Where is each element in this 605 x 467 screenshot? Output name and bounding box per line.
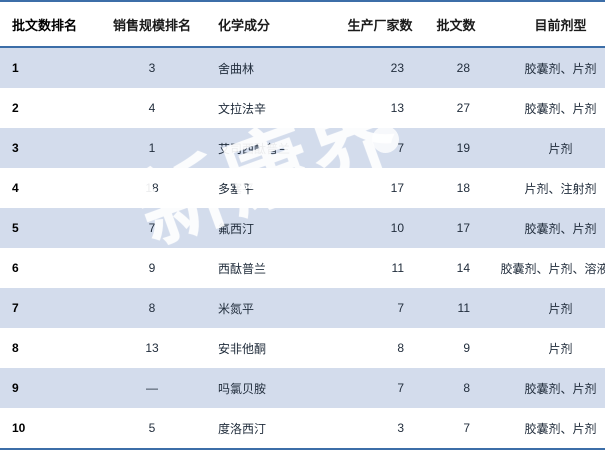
cell-dosage-form: 片剂 xyxy=(486,288,605,328)
table-row: 4 18 多塞平 17 18 片剂、注射剂 xyxy=(0,168,605,208)
cell-sales-rank: 9 xyxy=(104,248,200,288)
cell-dosage-form: 片剂 xyxy=(486,328,605,368)
cell-sales-rank: 18 xyxy=(104,168,200,208)
cell-approval-rank: 1 xyxy=(0,47,104,88)
table-row: 7 8 米氮平 7 11 片剂 xyxy=(0,288,605,328)
cell-chemical: 安非他酮 xyxy=(200,328,334,368)
cell-sales-rank: 3 xyxy=(104,47,200,88)
cell-sales-rank: 1 xyxy=(104,128,200,168)
cell-approvals: 27 xyxy=(426,88,486,128)
cell-approval-rank: 3 xyxy=(0,128,104,168)
cell-approval-rank: 10 xyxy=(0,408,104,450)
cell-chemical: 文拉法辛 xyxy=(200,88,334,128)
cell-manufacturers: 7 xyxy=(334,368,426,408)
cell-manufacturers: 7 xyxy=(334,288,426,328)
cell-manufacturers: 10 xyxy=(334,208,426,248)
cell-sales-rank: 8 xyxy=(104,288,200,328)
cell-dosage-form: 胶囊剂、片剂 xyxy=(486,368,605,408)
cell-approval-rank: 4 xyxy=(0,168,104,208)
cell-chemical: 西酞普兰 xyxy=(200,248,334,288)
column-header-chemical: 化学成分 xyxy=(200,0,334,48)
column-header-dosage-form: 目前剂型 xyxy=(486,0,605,48)
cell-manufacturers: 3 xyxy=(334,408,426,450)
cell-sales-rank: — xyxy=(104,368,200,408)
table-row: 6 9 西酞普兰 11 14 胶囊剂、片剂、溶液剂 xyxy=(0,248,605,288)
cell-approval-rank: 5 xyxy=(0,208,104,248)
cell-approvals: 28 xyxy=(426,47,486,88)
cell-approval-rank: 9 xyxy=(0,368,104,408)
table-row: 10 5 度洛西汀 3 7 胶囊剂、片剂 xyxy=(0,408,605,450)
cell-approval-rank: 8 xyxy=(0,328,104,368)
cell-manufacturers: 23 xyxy=(334,47,426,88)
cell-dosage-form: 胶囊剂、片剂 xyxy=(486,208,605,248)
table-body: 1 3 舍曲林 23 28 胶囊剂、片剂 2 4 文拉法辛 13 27 胶囊剂、… xyxy=(0,47,605,450)
cell-chemical: 多塞平 xyxy=(200,168,334,208)
table-row: 5 7 氟西汀 10 17 胶囊剂、片剂 xyxy=(0,208,605,248)
cell-approvals: 7 xyxy=(426,408,486,450)
column-header-manufacturers: 生产厂家数 xyxy=(334,0,426,48)
cell-approvals: 8 xyxy=(426,368,486,408)
cell-chemical: 吗氯贝胺 xyxy=(200,368,334,408)
cell-manufacturers: 11 xyxy=(334,248,426,288)
table-header-row: 批文数排名 销售规模排名 化学成分 生产厂家数 批文数 目前剂型 xyxy=(0,0,605,48)
cell-chemical: 艾司西酞普兰 xyxy=(200,128,334,168)
cell-dosage-form: 片剂 xyxy=(486,128,605,168)
cell-sales-rank: 4 xyxy=(104,88,200,128)
antidepressant-ranking-table: 批文数排名 销售规模排名 化学成分 生产厂家数 批文数 目前剂型 1 3 舍曲林… xyxy=(0,0,605,450)
cell-approval-rank: 2 xyxy=(0,88,104,128)
cell-sales-rank: 13 xyxy=(104,328,200,368)
cell-chemical: 舍曲林 xyxy=(200,47,334,88)
cell-approvals: 18 xyxy=(426,168,486,208)
column-header-approvals: 批文数 xyxy=(426,0,486,48)
cell-manufacturers: 13 xyxy=(334,88,426,128)
cell-approval-rank: 6 xyxy=(0,248,104,288)
cell-approvals: 17 xyxy=(426,208,486,248)
cell-chemical: 米氮平 xyxy=(200,288,334,328)
table-row: 3 1 艾司西酞普兰 7 19 片剂 xyxy=(0,128,605,168)
cell-sales-rank: 7 xyxy=(104,208,200,248)
cell-approvals: 14 xyxy=(426,248,486,288)
cell-manufacturers: 8 xyxy=(334,328,426,368)
cell-approval-rank: 7 xyxy=(0,288,104,328)
cell-approvals: 11 xyxy=(426,288,486,328)
cell-chemical: 度洛西汀 xyxy=(200,408,334,450)
column-header-sales-rank: 销售规模排名 xyxy=(104,0,200,48)
cell-chemical: 氟西汀 xyxy=(200,208,334,248)
table-row: 9 — 吗氯贝胺 7 8 胶囊剂、片剂 xyxy=(0,368,605,408)
cell-dosage-form: 胶囊剂、片剂 xyxy=(486,88,605,128)
cell-dosage-form: 片剂、注射剂 xyxy=(486,168,605,208)
cell-approvals: 9 xyxy=(426,328,486,368)
column-header-approval-rank: 批文数排名 xyxy=(0,0,104,48)
table-row: 8 13 安非他酮 8 9 片剂 xyxy=(0,328,605,368)
cell-dosage-form: 胶囊剂、片剂 xyxy=(486,408,605,450)
cell-manufacturers: 7 xyxy=(334,128,426,168)
table-row: 2 4 文拉法辛 13 27 胶囊剂、片剂 xyxy=(0,88,605,128)
table-header: 批文数排名 销售规模排名 化学成分 生产厂家数 批文数 目前剂型 xyxy=(0,0,605,48)
table-row: 1 3 舍曲林 23 28 胶囊剂、片剂 xyxy=(0,47,605,88)
cell-approvals: 19 xyxy=(426,128,486,168)
cell-sales-rank: 5 xyxy=(104,408,200,450)
cell-dosage-form: 胶囊剂、片剂 xyxy=(486,47,605,88)
cell-manufacturers: 17 xyxy=(334,168,426,208)
cell-dosage-form: 胶囊剂、片剂、溶液剂 xyxy=(486,248,605,288)
